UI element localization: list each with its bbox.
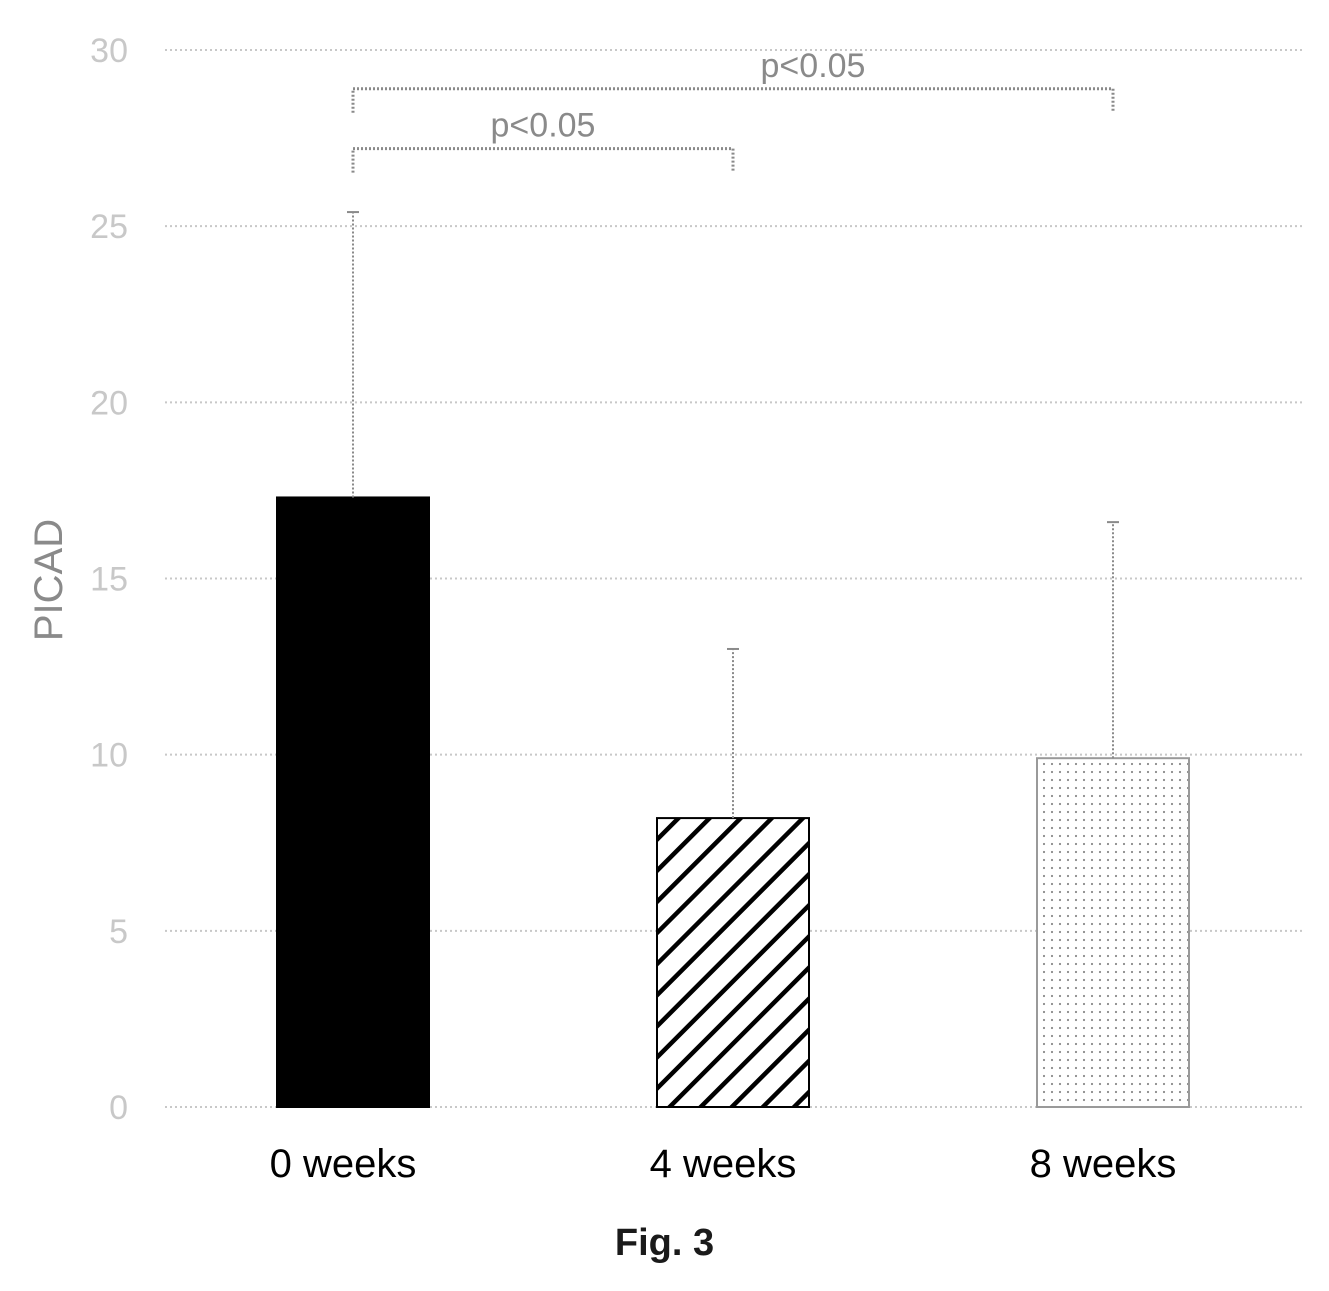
x-axis-categories: 0 weeks 4 weeks 8 weeks — [270, 1142, 1177, 1186]
significance-brackets: p<0.05 p<0.05 — [351, 47, 1115, 173]
bar-4-weeks — [656, 817, 810, 1108]
bars — [276, 496, 1190, 1109]
figure-caption: Fig. 3 — [614, 1222, 715, 1264]
y-tick-label: 20 — [90, 384, 128, 422]
x-category-label: 4 weeks — [650, 1142, 797, 1186]
error-bars — [347, 211, 1119, 819]
bar-chart: 0 5 10 15 20 25 30 p<0.05 p<0.05 0 weeks 4 weeks… — [27, 32, 1305, 1186]
significance-bracket — [351, 147, 735, 173]
y-tick-label: 0 — [109, 1089, 128, 1127]
significance-bracket — [351, 87, 1115, 113]
y-axis-label: PICAD — [27, 519, 71, 641]
significance-label: p<0.05 — [761, 47, 866, 85]
x-category-label: 8 weeks — [1030, 1142, 1177, 1186]
y-tick-label: 30 — [90, 32, 128, 70]
y-axis-ticks: 0 5 10 15 20 25 30 — [90, 32, 128, 1127]
significance-label: p<0.05 — [491, 107, 596, 145]
bar-8-weeks — [1036, 757, 1190, 1108]
x-category-label: 0 weeks — [270, 1142, 417, 1186]
y-tick-label: 15 — [90, 561, 128, 599]
y-tick-label: 25 — [90, 208, 128, 246]
y-tick-label: 5 — [109, 913, 128, 951]
bar-0-weeks — [276, 496, 430, 1109]
y-tick-label: 10 — [90, 737, 128, 775]
